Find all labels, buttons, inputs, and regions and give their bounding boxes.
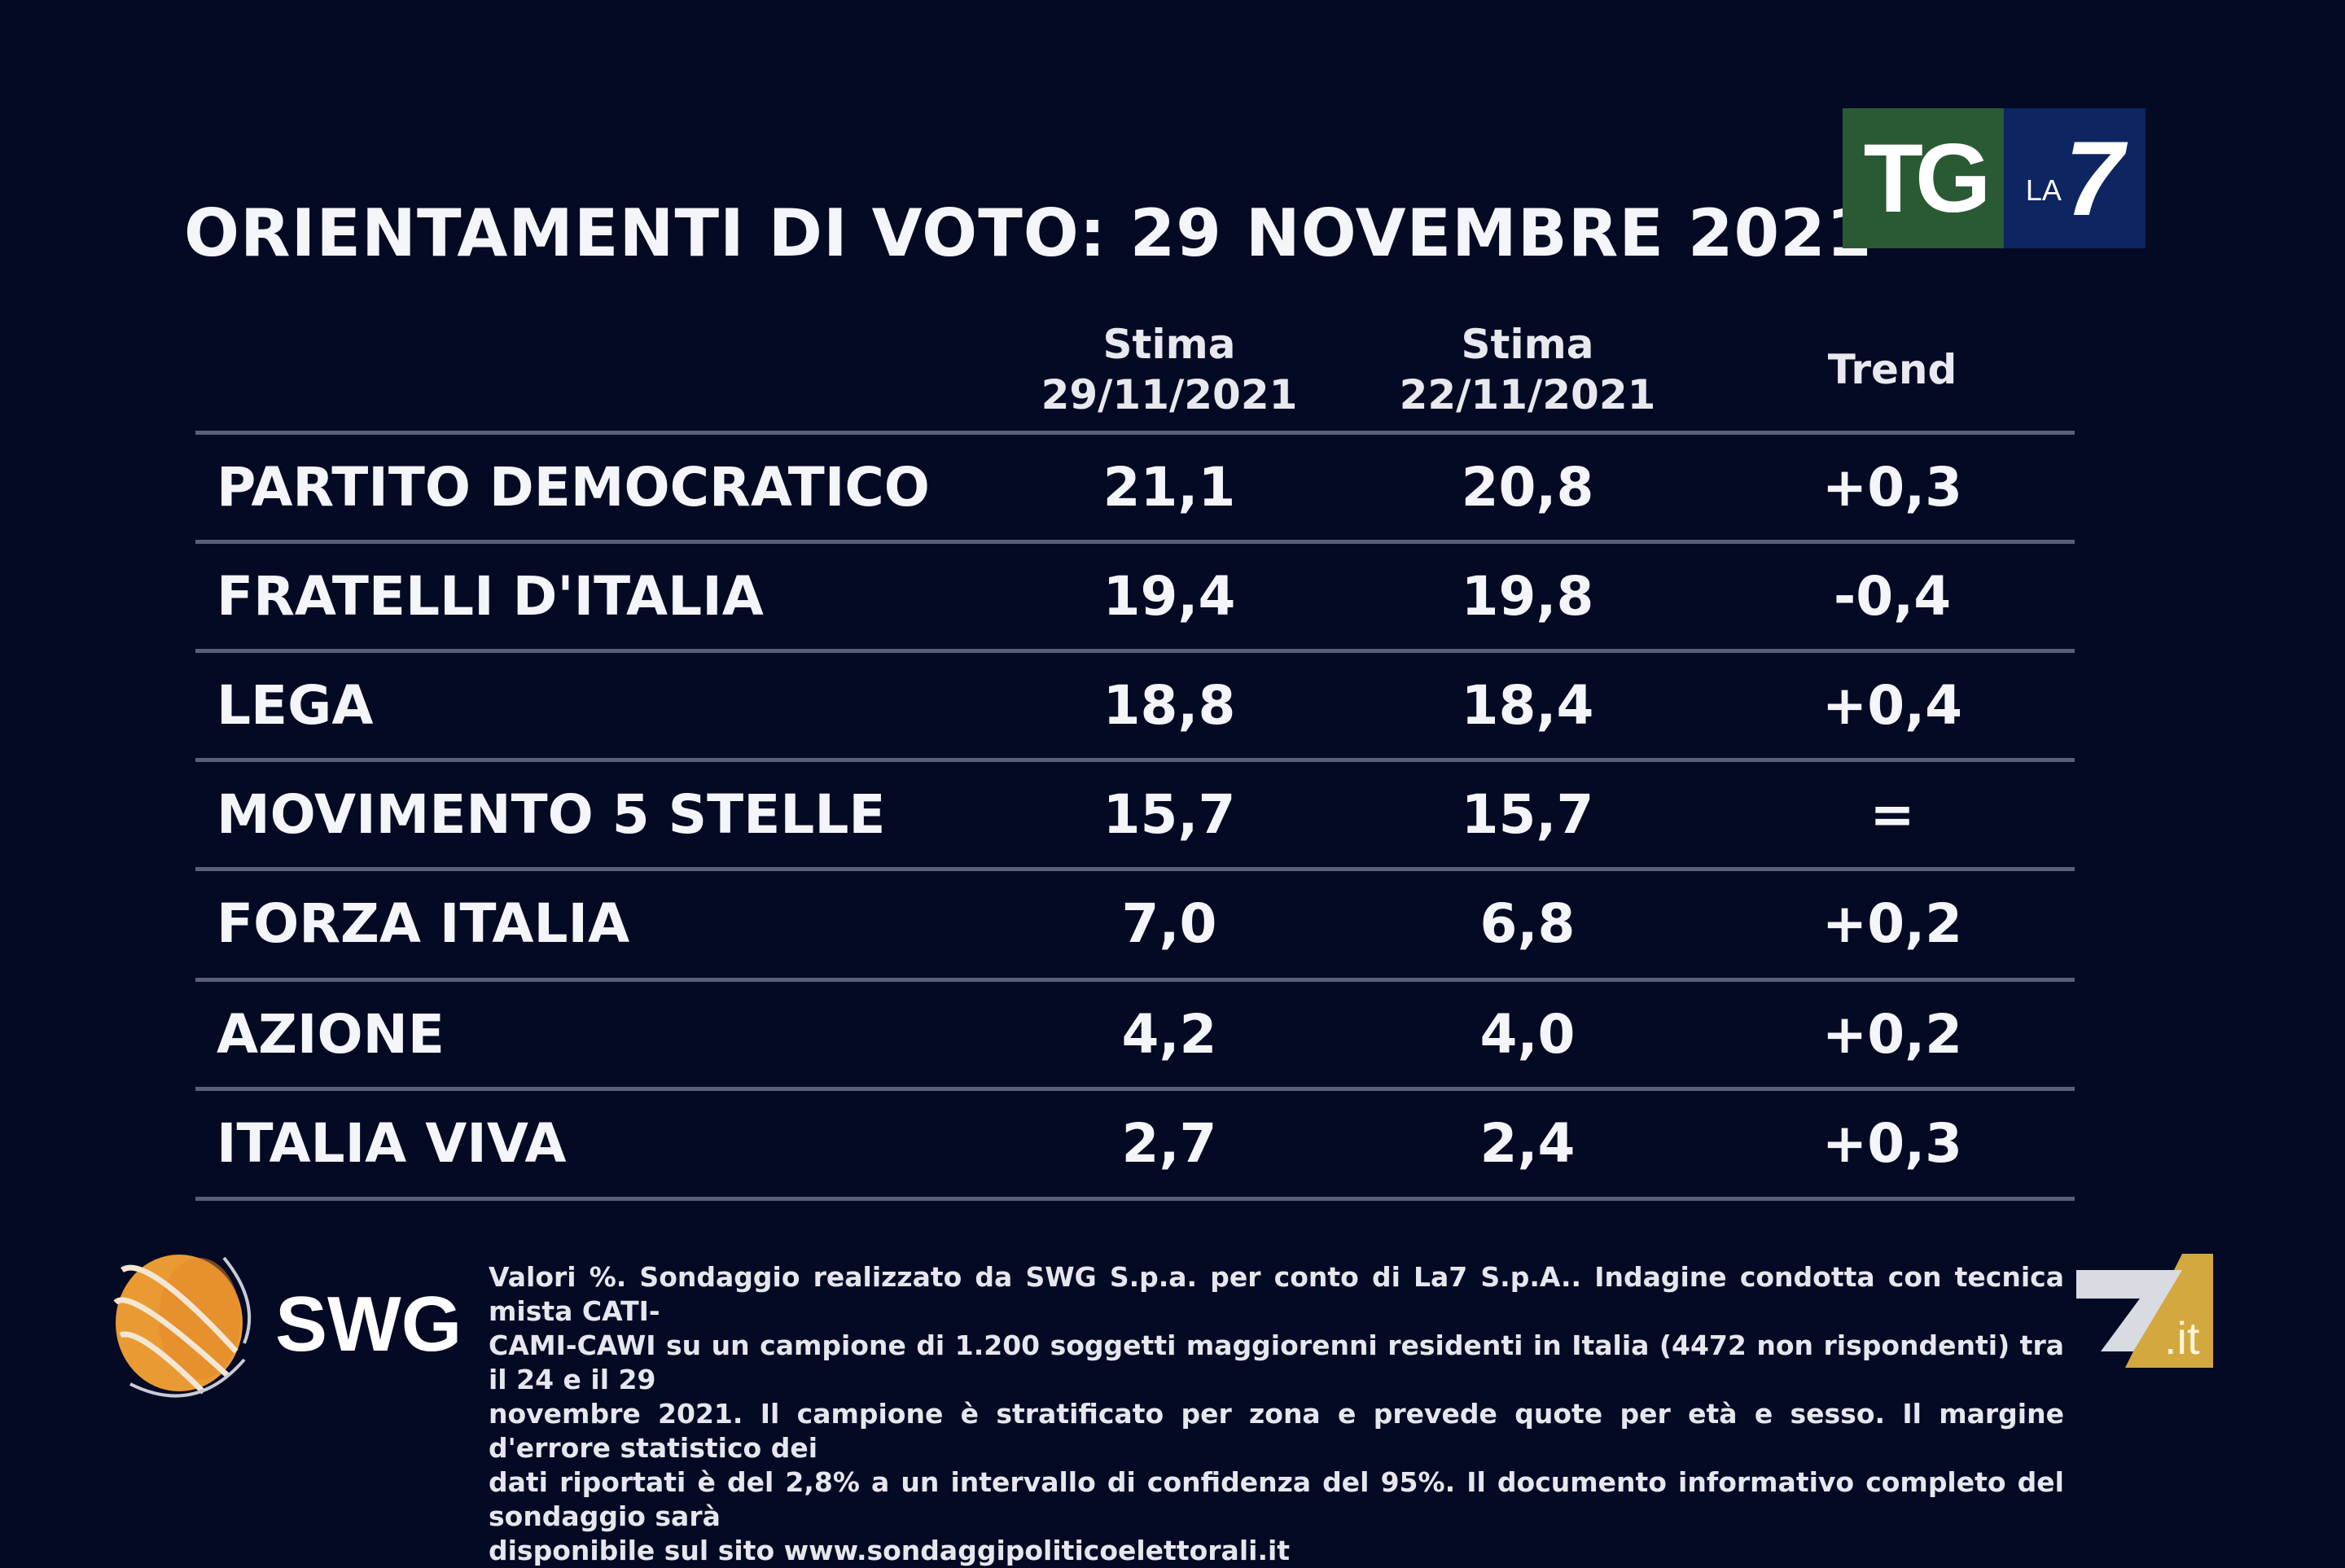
page-title: ORIENTAMENTI DI VOTO: 29 NOVEMBRE 2021 [184, 195, 1873, 271]
previous-estimate: 15,7 [1461, 783, 1594, 846]
swg-logo-text: SWG [275, 1281, 462, 1368]
column-header-current: Stima 29/11/2021 [998, 319, 1340, 420]
footnote-line: dati riportati è del 2,8% a un intervall… [489, 1466, 2064, 1532]
row-divider [195, 1197, 2075, 1201]
trend-value: +0,3 [1821, 456, 1963, 519]
column-header-label: Stima [1102, 321, 1236, 368]
la7-it-logo: .it [2068, 1237, 2215, 1376]
party-name: FRATELLI D'ITALIA [217, 565, 764, 628]
row-divider [195, 431, 2075, 435]
table-row: LEGA 18,8 18,4 +0,4 [195, 653, 2075, 758]
trend-value: +0,2 [1821, 1003, 1963, 1066]
party-name: AZIONE [217, 1003, 445, 1066]
column-header-date: 29/11/2021 [1041, 371, 1298, 418]
row-divider [195, 867, 2075, 871]
current-estimate: 18,8 [1102, 674, 1236, 737]
trend-value: +0,2 [1821, 892, 1963, 955]
footnote-line: disponibile sul sito www.sondaggipolitic… [489, 1535, 1291, 1566]
footnote-line: CAMI-CAWI su un campione di 1.200 sogget… [489, 1329, 2064, 1395]
row-divider [195, 540, 2075, 544]
row-divider [195, 978, 2075, 982]
party-name: FORZA ITALIA [217, 892, 630, 955]
trend-value: = [1869, 783, 1915, 846]
party-name: MOVIMENTO 5 STELLE [217, 783, 886, 846]
row-divider [195, 649, 2075, 653]
row-divider [195, 758, 2075, 762]
footnote-line: Valori %. Sondaggio realizzato da SWG S.… [489, 1261, 2064, 1327]
tg-la7-logo: TG LA 7 [1843, 108, 2146, 248]
party-name: PARTITO DEMOCRATICO [217, 456, 930, 519]
tg-logo-text: TG [1843, 108, 2004, 248]
table-row: FRATELLI D'ITALIA 19,4 19,8 -0,4 [195, 544, 2075, 649]
row-divider [195, 1087, 2075, 1091]
column-header-previous: Stima 22/11/2021 [1357, 319, 1698, 420]
column-header-label: Trend [1827, 346, 1957, 393]
current-estimate: 7,0 [1121, 892, 1217, 955]
table-row: PARTITO DEMOCRATICO 21,1 20,8 +0,3 [195, 435, 2075, 540]
current-estimate: 15,7 [1102, 783, 1236, 846]
methodology-footnote: Valori %. Sondaggio realizzato da SWG S.… [489, 1260, 2064, 1568]
previous-estimate: 20,8 [1461, 456, 1594, 519]
current-estimate: 21,1 [1102, 456, 1236, 519]
table-row: ITALIA VIVA 2,7 2,4 +0,3 [195, 1091, 2075, 1196]
trend-value: +0,4 [1821, 674, 1963, 737]
previous-estimate: 6,8 [1479, 892, 1576, 955]
swg-logo [98, 1237, 456, 1408]
previous-estimate: 2,4 [1479, 1112, 1576, 1175]
trend-value: +0,3 [1821, 1112, 1963, 1175]
current-estimate: 19,4 [1102, 565, 1236, 628]
la7-logo: LA 7 [2004, 108, 2146, 248]
current-estimate: 4,2 [1121, 1003, 1217, 1066]
swg-globe-icon [113, 1255, 252, 1398]
column-header-trend: Trend [1721, 344, 2063, 395]
previous-estimate: 4,0 [1479, 1003, 1576, 1066]
table-row: AZIONE 4,2 4,0 +0,2 [195, 982, 2075, 1087]
footnote-line: novembre 2021. Il campione è stratificat… [489, 1398, 2064, 1464]
party-name: LEGA [217, 674, 374, 737]
column-header-date: 22/11/2021 [1399, 371, 1656, 418]
la7-it-text: .it [2164, 1312, 2200, 1364]
party-name: ITALIA VIVA [217, 1112, 567, 1175]
column-header-label: Stima [1461, 321, 1594, 368]
trend-value: -0,4 [1833, 565, 1952, 628]
previous-estimate: 19,8 [1461, 565, 1594, 628]
previous-estimate: 18,4 [1461, 674, 1594, 737]
la-text: LA [2025, 173, 2062, 207]
seven-text: 7 [2064, 119, 2124, 238]
current-estimate: 2,7 [1121, 1112, 1217, 1175]
table-row: MOVIMENTO 5 STELLE 15,7 15,7 = [195, 762, 2075, 867]
la7-seven-icon: .it [2076, 1254, 2213, 1368]
table-row: FORZA ITALIA 7,0 6,8 +0,2 [195, 871, 2075, 976]
